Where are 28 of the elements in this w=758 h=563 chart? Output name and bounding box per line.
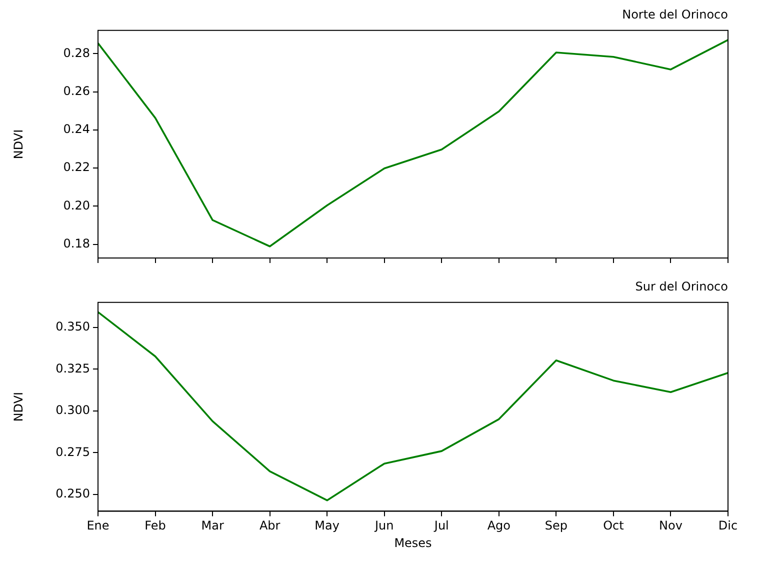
y-tick-label: 0.28	[63, 46, 90, 60]
x-tick-label: Ene	[86, 518, 110, 533]
y-tick-label: 0.26	[63, 84, 90, 98]
y-axis-title: NDVI	[11, 129, 26, 160]
x-tick-label: Jun	[374, 518, 394, 533]
y-tick-label: 0.18	[63, 236, 90, 250]
y-tick-label: 0.20	[63, 198, 90, 212]
x-tick-label: Ago	[487, 518, 510, 533]
x-tick-label: Mar	[201, 518, 224, 533]
y-axis-title: NDVI	[11, 392, 26, 422]
x-tick-label: Feb	[144, 518, 166, 533]
chart-title: Sur del Orinoco	[635, 279, 728, 294]
x-axis-title: Meses	[394, 536, 432, 550]
y-tick-label: 0.250	[56, 486, 90, 501]
x-tick-label: Abr	[259, 518, 280, 533]
x-tick-label: Oct	[603, 518, 624, 533]
chart-title: Norte del Orinoco	[622, 7, 728, 22]
y-tick-label: 0.300	[56, 403, 90, 418]
y-tick-label: 0.24	[63, 122, 90, 136]
x-tick-label: Sep	[544, 518, 568, 533]
x-tick-label: Nov	[659, 518, 682, 533]
x-tick-label: Jul	[433, 518, 449, 533]
x-tick-label: May	[314, 518, 340, 533]
y-tick-label: 0.275	[56, 444, 90, 459]
y-tick-label: 0.325	[56, 361, 90, 376]
y-tick-label: 0.22	[63, 160, 90, 174]
x-tick-label: Dic	[718, 518, 738, 533]
y-tick-label: 0.350	[56, 320, 90, 334]
